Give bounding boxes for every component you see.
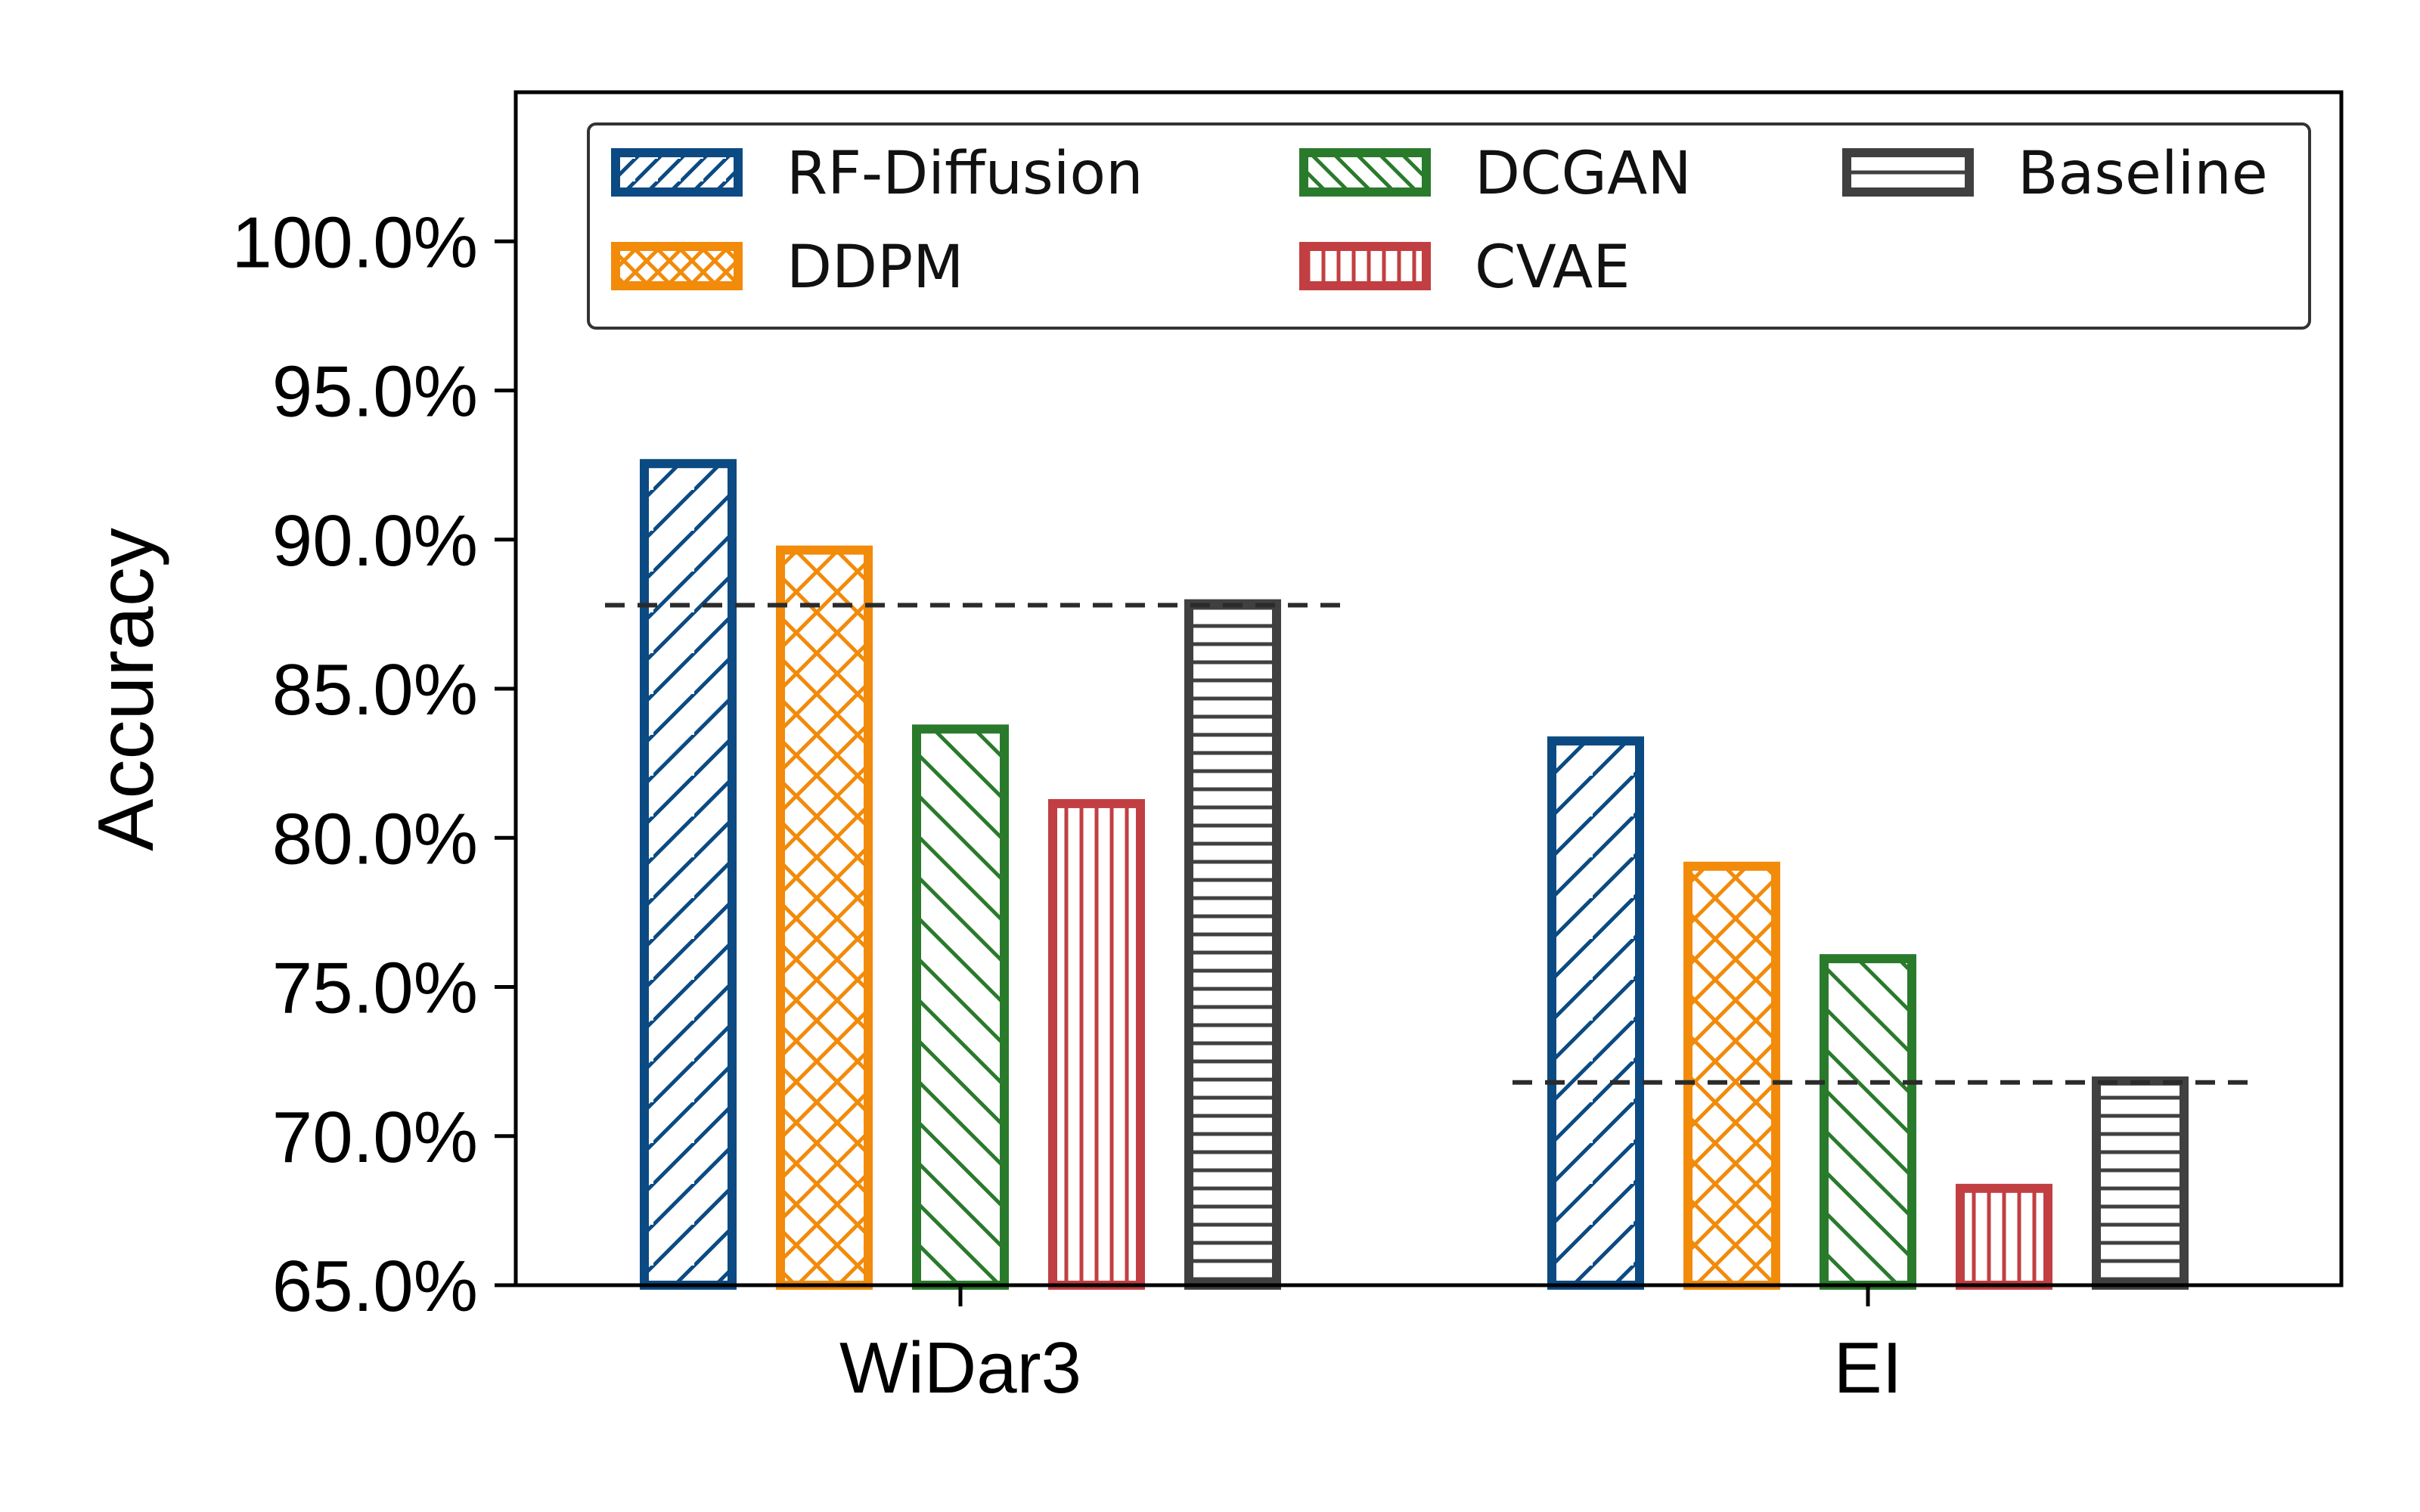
axes: 65.0% 70.0% 75.0% 80.0% 85.0% 90.0% 95.0% 100.0… — [82, 90, 2344, 1408]
y-axis-title: Accuracy — [82, 528, 170, 851]
bar-ddpm-widar3 — [776, 545, 873, 1290]
legend-swatch-cvae — [1299, 242, 1431, 290]
y-tick-label: 70.0% — [272, 1097, 478, 1178]
legend-label-dcgan: DCGAN — [1475, 140, 1692, 208]
x-tick-label-ei: EI — [1834, 1328, 1903, 1408]
bar-dcgan-ei — [1820, 954, 1916, 1290]
bar-cvae-widar3 — [1048, 798, 1145, 1290]
bar-dcgan-widar3 — [912, 724, 1009, 1290]
bar-cvae-ei — [1956, 1183, 2052, 1290]
bar-baseline-ei — [2092, 1076, 2189, 1290]
y-tick-label: 85.0% — [272, 649, 478, 730]
y-tick-label: 90.0% — [272, 500, 478, 581]
legend-swatch-baseline — [1842, 148, 1974, 197]
x-tick-label-widar3: WiDar3 — [839, 1328, 1081, 1408]
y-tick-label: 95.0% — [272, 352, 478, 432]
y-tick-label: 100.0% — [231, 202, 478, 283]
y-tick-label: 65.0% — [272, 1246, 478, 1327]
bar-rf-diffusion-ei — [1547, 736, 1644, 1290]
y-tick-label: 80.0% — [272, 798, 478, 879]
bar-ddpm-ei — [1683, 861, 1780, 1290]
bars-layer — [640, 459, 2189, 1290]
legend-label-ddpm: DDPM — [786, 234, 963, 302]
legend-swatch-ddpm — [611, 242, 743, 290]
bar-baseline-widar3 — [1184, 599, 1281, 1290]
bar-rf-diffusion-widar3 — [640, 459, 737, 1290]
y-tick-label: 75.0% — [272, 948, 478, 1029]
legend-swatch-rf-diffusion — [611, 148, 743, 197]
legend: RF-Diffusion DDPM DCGAN CVAE Baseline — [587, 122, 2311, 330]
legend-label-rf-diffusion: RF-Diffusion — [786, 140, 1143, 208]
legend-label-cvae: CVAE — [1475, 234, 1630, 302]
legend-swatch-dcgan — [1299, 148, 1431, 197]
legend-label-baseline: Baseline — [2018, 140, 2268, 208]
reference-lines — [605, 603, 2250, 1085]
